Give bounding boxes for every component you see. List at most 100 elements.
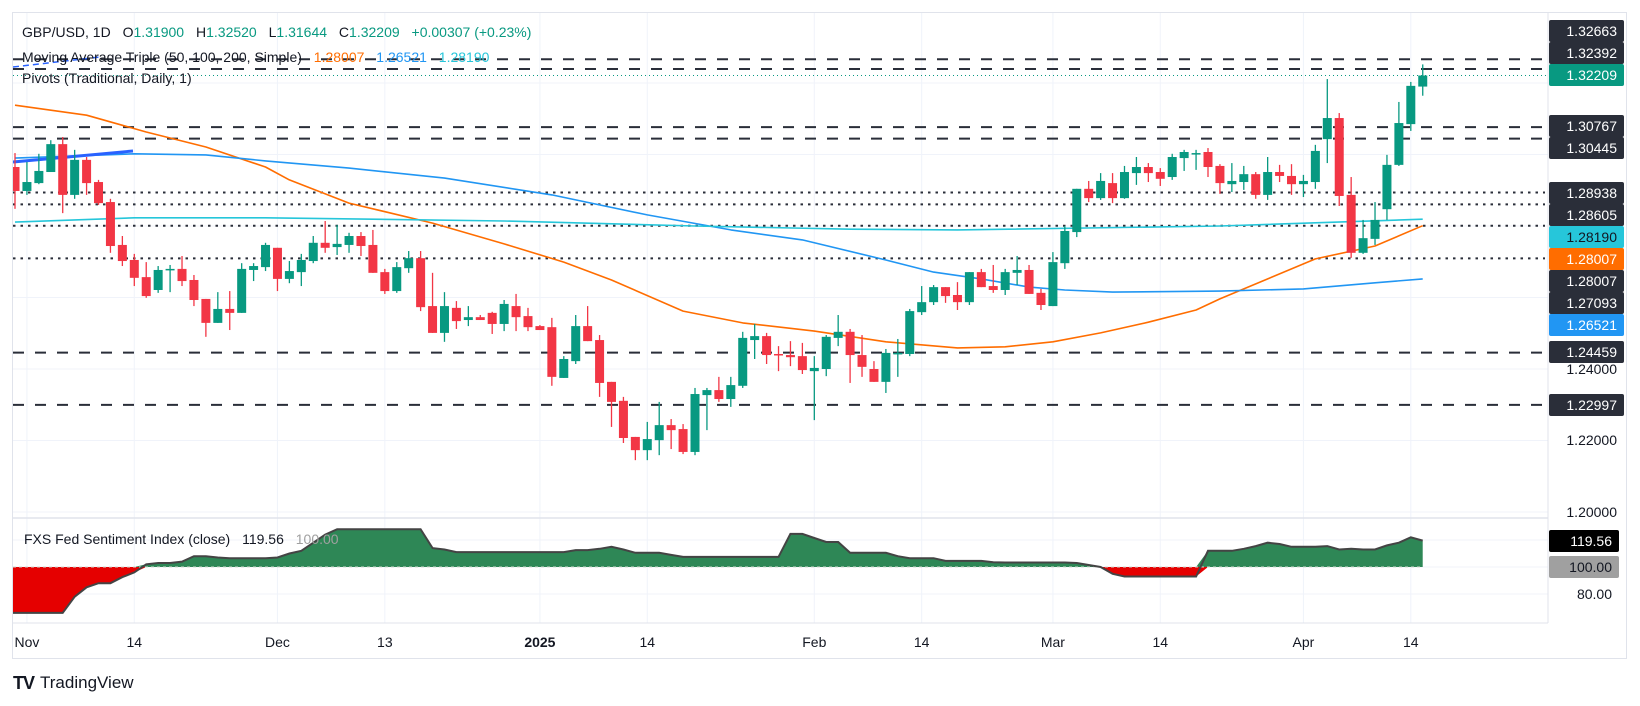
candle-body: [82, 159, 92, 184]
candle: [34, 153, 44, 185]
candle-body: [46, 144, 56, 173]
candle: [129, 253, 139, 287]
candle: [1346, 177, 1356, 258]
candle-body: [571, 326, 581, 362]
ma100-price-label: 1.26521: [1549, 314, 1624, 336]
candle-body: [1000, 272, 1010, 290]
candle-body: [618, 400, 628, 438]
candle: [762, 332, 772, 364]
candle: [809, 356, 819, 421]
ma-legend[interactable]: Moving Average Triple (50, 100, 200, Sim…: [22, 48, 489, 66]
candlesticks: [13, 64, 1428, 461]
candle-body: [1108, 183, 1118, 199]
candle: [642, 421, 652, 461]
candle: [1108, 173, 1118, 204]
candle: [463, 306, 473, 327]
candle: [1000, 268, 1010, 295]
candle-body: [988, 286, 998, 290]
candle: [750, 323, 760, 359]
candle: [1012, 256, 1022, 285]
time-tick-label: Dec: [265, 634, 290, 650]
candle-body: [1096, 180, 1106, 199]
sentiment-title[interactable]: FXS Fed Sentiment Index (close): [24, 531, 231, 547]
sentiment-value-label: 119.56: [1549, 530, 1619, 552]
candle-body: [1155, 172, 1165, 179]
candle: [929, 284, 939, 306]
candle-body: [1060, 231, 1070, 264]
candle-body: [607, 381, 616, 402]
candle-body: [463, 317, 473, 321]
symbol-title[interactable]: GBP/USD, 1D: [22, 24, 111, 40]
candle-body: [368, 244, 378, 273]
candle-body: [976, 272, 986, 288]
candle-body: [1119, 172, 1129, 199]
candle-body: [499, 303, 509, 324]
candle: [1215, 164, 1225, 194]
sentiment-legend[interactable]: FXS Fed Sentiment Index (close) 119.56 1…: [24, 530, 339, 548]
candle: [893, 338, 903, 377]
candle: [523, 307, 533, 332]
candle: [284, 261, 294, 284]
candle-body: [1191, 153, 1201, 155]
candle: [1382, 154, 1392, 220]
candle: [1334, 113, 1344, 206]
candle: [392, 262, 402, 293]
candle-body: [952, 294, 962, 303]
sentiment-value: 119.56: [242, 531, 284, 547]
candle: [607, 381, 616, 427]
candle: [475, 315, 485, 321]
candle: [249, 263, 259, 282]
pivot-price-label: 1.28007: [1549, 270, 1624, 292]
pivots-legend[interactable]: Pivots (Traditional, Daily, 1): [22, 69, 192, 87]
ma200-value: 1.28190: [438, 49, 490, 65]
high-label: H: [195, 24, 207, 40]
candle: [1227, 163, 1237, 193]
candle-body: [1346, 194, 1356, 253]
candle: [201, 298, 211, 337]
candle: [1310, 144, 1320, 189]
pivot-price-label: 1.30445: [1549, 137, 1624, 159]
pivot-price-label: 1.28605: [1549, 204, 1624, 226]
candle-body: [439, 306, 449, 333]
ma-title[interactable]: Moving Average Triple (50, 100, 200, Sim…: [22, 49, 302, 65]
candle: [225, 291, 235, 331]
candle: [583, 306, 593, 342]
candle: [320, 220, 330, 253]
candle-body: [225, 308, 235, 313]
change-value: +0.00307 (+0.23%): [411, 24, 532, 40]
pivots-title[interactable]: Pivots (Traditional, Daily, 1): [22, 70, 192, 86]
candle-body: [416, 258, 426, 308]
candle: [905, 308, 915, 357]
candle-body: [1024, 269, 1034, 294]
candle-body: [1048, 262, 1058, 307]
candle: [1036, 288, 1046, 311]
candle: [1239, 165, 1249, 190]
candle-body: [320, 242, 330, 248]
price-tick: 1.20000: [1566, 504, 1617, 520]
candle: [344, 232, 354, 253]
open-label: O: [122, 24, 134, 40]
trend-line-drawing[interactable]: [13, 149, 134, 164]
candle-body: [1358, 238, 1368, 253]
dashed-trend-line-drawing[interactable]: [13, 56, 101, 68]
ma100-value: 1.26521: [376, 49, 427, 65]
candle: [1048, 252, 1058, 307]
candle-body: [750, 336, 760, 341]
candle-body: [296, 259, 306, 273]
open-value: 1.31900: [133, 24, 185, 40]
candle-body: [905, 311, 915, 354]
sentiment-above-fill: [13, 529, 1423, 567]
candle: [213, 292, 223, 323]
candle-body: [797, 356, 807, 371]
candle: [404, 251, 414, 273]
time-tick-label: 14: [1403, 634, 1419, 650]
ma50-line: [14, 104, 1424, 349]
candle: [1358, 219, 1368, 254]
candle-body: [559, 358, 569, 378]
sentiment-below-fill: [13, 567, 1423, 613]
candle-body: [1310, 150, 1320, 183]
candle: [1072, 188, 1082, 238]
pivot-price-label: 1.22997: [1549, 394, 1624, 416]
tradingview-logo[interactable]: TV TradingView: [13, 672, 134, 694]
